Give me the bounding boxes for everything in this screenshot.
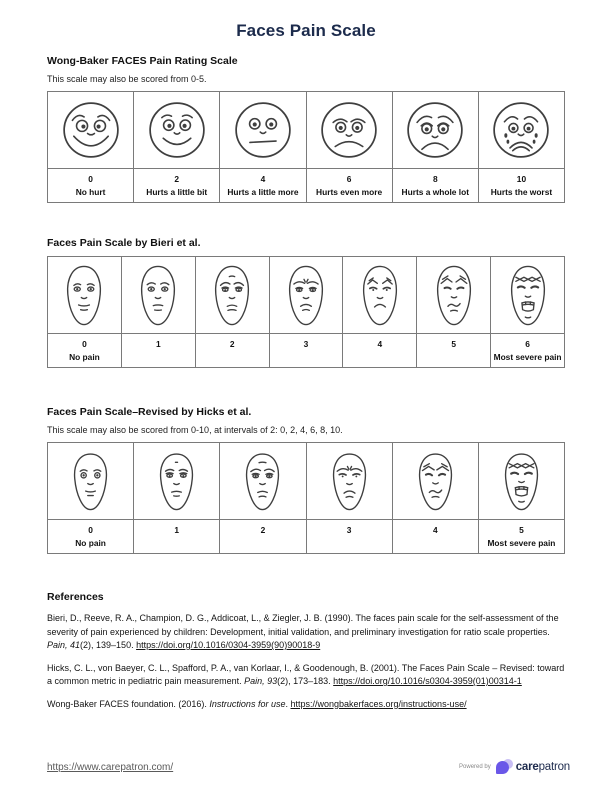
- score-value: 6: [346, 174, 352, 184]
- score-value: 0: [88, 174, 93, 184]
- score-value: 4: [260, 174, 266, 184]
- reference-bieri: Bieri, D., Reeve, R. A., Champion, D. G.…: [47, 612, 565, 653]
- score-value: 4: [432, 525, 438, 535]
- fpsr-face-4-icon: [392, 443, 478, 520]
- score-value: 3: [346, 525, 352, 535]
- fpsr-face-0-icon: [48, 443, 134, 520]
- powered-by-label: Powered by: [459, 764, 491, 770]
- score-value: 4: [377, 339, 383, 349]
- score-label: No pain: [75, 538, 106, 548]
- table-cell: 0 No hurt: [48, 92, 134, 202]
- reference-text: Bieri, D., Reeve, R. A., Champion, D. G.…: [47, 613, 559, 637]
- wong-baker-face-6-icon: [306, 92, 392, 169]
- table-cell: 3: [268, 257, 343, 367]
- table-cell: 4 Hurts a little more: [219, 92, 306, 202]
- wongbaker-link[interactable]: https://wongbakerfaces.org/instructions-…: [290, 698, 467, 709]
- score-label: Hurts the worst: [490, 187, 553, 197]
- wong-baker-face-2-icon: [134, 92, 220, 169]
- score-value: 0: [88, 525, 93, 535]
- table-cell: 5 Most severe pain: [477, 443, 565, 553]
- wong-baker-scale-table: 0 No hurt: [47, 91, 565, 203]
- carepatron-logo-icon: [495, 759, 513, 775]
- hicks-heading: Faces Pain Scale–Revised by Hicks et al.: [47, 406, 252, 418]
- carepatron-wordmark: carepatron: [515, 761, 570, 773]
- score-value: 5: [451, 339, 457, 349]
- journal-italic: Pain, 41: [47, 640, 81, 650]
- score-label: Hurts a little bit: [146, 187, 208, 197]
- table-cell: 6 Most severe pain: [490, 257, 565, 367]
- reference-text: .: [285, 698, 291, 709]
- fpsr-face-3-icon: [306, 443, 392, 520]
- score-label: No hurt: [75, 187, 106, 197]
- score-label: Most severe pain: [493, 352, 562, 362]
- powered-by-badge: Powered by carepatron: [459, 759, 570, 775]
- doi-link-hicks[interactable]: https://doi.org/10.1016/s0304-3959(01)00…: [333, 676, 522, 686]
- page-title: Faces Pain Scale: [236, 21, 376, 40]
- reference-text: (2), 139–150.: [80, 640, 137, 650]
- table-cell: 3: [305, 443, 392, 553]
- table-cell: 2: [194, 257, 269, 367]
- table-cell: 5: [416, 257, 491, 367]
- wong-baker-face-10-icon: [478, 92, 565, 169]
- score-label: Hurts even more: [316, 187, 383, 197]
- wong-baker-face-0-icon: [48, 92, 134, 169]
- references-heading: References: [47, 591, 104, 603]
- bieri-face-3-icon: [269, 257, 343, 334]
- reference-wong-baker: Wong-Baker FACES foundation. (2016). Ins…: [47, 698, 565, 712]
- wong-baker-note: This scale may also be scored from 0-5.: [47, 74, 207, 84]
- table-cell: 0 No pain: [48, 257, 121, 367]
- bieri-face-2-icon: [195, 257, 269, 334]
- table-cell: 2 Hurts a little bit: [133, 92, 220, 202]
- score-value: 0: [82, 339, 87, 349]
- table-cell: 4: [342, 257, 417, 367]
- wong-baker-face-8-icon: [392, 92, 478, 169]
- score-value: 1: [174, 525, 180, 535]
- bieri-face-5-icon: [417, 257, 491, 334]
- table-cell: 1: [120, 257, 195, 367]
- bieri-face-6-icon: [491, 257, 565, 334]
- score-value: 2: [229, 339, 235, 349]
- hicks-scale-table: 0 No pain: [47, 442, 565, 554]
- fpsr-face-5-icon: [478, 443, 565, 520]
- table-cell: 2: [219, 443, 306, 553]
- score-value: 2: [174, 174, 180, 184]
- hicks-note: This scale may also be scored from 0-10,…: [47, 425, 343, 435]
- reference-text: Wong-Baker FACES foundation. (2016).: [47, 698, 210, 709]
- table-cell: 0 No pain: [48, 443, 134, 553]
- table-cell: 8 Hurts a whole lot: [391, 92, 478, 202]
- score-value: 3: [303, 339, 309, 349]
- bieri-scale-table: 0 No pain: [47, 256, 565, 368]
- wong-baker-face-4-icon: [220, 92, 306, 169]
- score-label: Hurts a whole lot: [401, 187, 470, 197]
- score-value: 8: [432, 174, 438, 184]
- score-value: 10: [516, 174, 527, 184]
- score-value: 6: [525, 339, 530, 349]
- score-value: 2: [260, 525, 266, 535]
- title-italic: Instructions for use: [209, 698, 286, 709]
- reference-text: Hicks, C. L., von Baeyer, C. L., Spaffor…: [47, 662, 565, 687]
- bieri-face-1-icon: [121, 257, 195, 334]
- carepatron-site-link[interactable]: https://www.carepatron.com/: [47, 761, 174, 773]
- score-label: No pain: [69, 352, 100, 362]
- doi-link-bieri[interactable]: https://doi.org/10.1016/0304-3959(90)900…: [136, 640, 321, 650]
- fpsr-face-2-icon: [220, 443, 306, 520]
- score-value: 1: [155, 339, 161, 349]
- wong-baker-heading: Wong-Baker FACES Pain Rating Scale: [47, 55, 238, 67]
- reference-hicks: Hicks, C. L., von Baeyer, C. L., Spaffor…: [47, 662, 565, 689]
- bieri-face-4-icon: [343, 257, 417, 334]
- table-cell: 4: [391, 443, 478, 553]
- page-footer: https://www.carepatron.com/ Powered by c…: [47, 759, 570, 775]
- score-label: Hurts a little more: [227, 187, 299, 197]
- score-value: 5: [519, 525, 524, 535]
- reference-text: (2), 173–183.: [277, 676, 334, 686]
- bieri-face-0-icon: [48, 257, 121, 334]
- journal-italic: Pain, 93: [244, 676, 278, 686]
- table-cell: 6 Hurts even more: [305, 92, 392, 202]
- table-cell: 10 Hurts the worst: [477, 92, 565, 202]
- table-cell: 1: [133, 443, 220, 553]
- fpsr-face-1-icon: [134, 443, 220, 520]
- score-label: Most severe pain: [487, 538, 556, 548]
- bieri-heading: Faces Pain Scale by Bieri et al.: [47, 237, 201, 249]
